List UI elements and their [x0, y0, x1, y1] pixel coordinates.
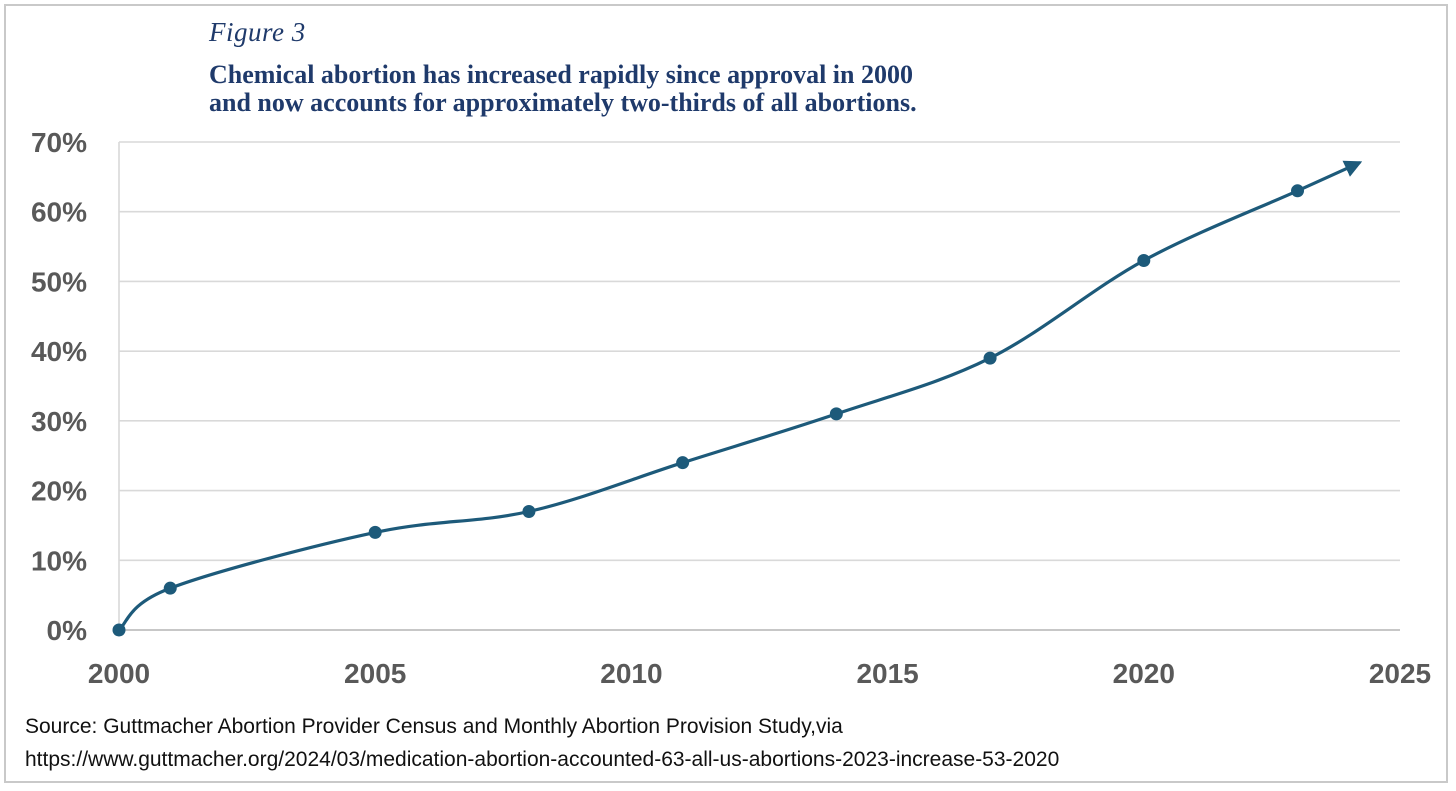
- axes: 0% 10% 20% 30% 40% 50% 60% 70% 2000 2005 2010 2015 2…: [31, 127, 1431, 689]
- data-point-2014: [829, 407, 843, 421]
- source-url: https://www.guttmacher.org/2024/03/medic…: [25, 748, 1060, 771]
- chart-title-line-1: Chemical abortion has increased rapidly …: [209, 60, 913, 89]
- x-tick-label: 2005: [344, 658, 406, 689]
- y-tick-label: 20%: [31, 476, 87, 507]
- y-tick-label: 10%: [31, 545, 87, 576]
- data-point-2008: [522, 504, 536, 518]
- data-point-2000: [112, 623, 126, 637]
- y-tick-label: 40%: [31, 336, 87, 367]
- data-point-2020: [1137, 254, 1151, 268]
- y-tick-label: 70%: [31, 127, 87, 158]
- x-tick-label: 2015: [856, 658, 918, 689]
- chart-title-line-2: and now accounts for approximately two-t…: [209, 88, 917, 117]
- chart-title: Chemical abortion has increased rapidly …: [209, 61, 917, 117]
- gridlines: [119, 141, 1400, 562]
- data-point-2023: [1291, 184, 1305, 198]
- x-tick-label: 2025: [1369, 658, 1431, 689]
- source-note: Source: Guttmacher Abortion Provider Cen…: [25, 710, 1059, 776]
- x-tick-label: 2010: [600, 658, 662, 689]
- series-line: [117, 160, 1363, 632]
- y-tick-label: 60%: [31, 197, 87, 228]
- y-tick-label: 30%: [31, 406, 87, 437]
- x-tick-label: 2020: [1113, 658, 1175, 689]
- data-points: [112, 184, 1305, 637]
- data-point-2005: [368, 525, 382, 539]
- y-tick-label: 50%: [31, 266, 87, 297]
- figure-label: Figure 3: [209, 17, 306, 47]
- x-tick-label: 2000: [88, 658, 150, 689]
- series: [117, 160, 1363, 632]
- source-line-1: Source: Guttmacher Abortion Provider Cen…: [25, 715, 843, 738]
- data-point-2011: [676, 456, 690, 470]
- figure-frame: [4, 4, 1448, 783]
- data-point-2001: [163, 581, 177, 595]
- y-tick-label: 0%: [47, 615, 88, 646]
- data-point-2017: [983, 351, 997, 365]
